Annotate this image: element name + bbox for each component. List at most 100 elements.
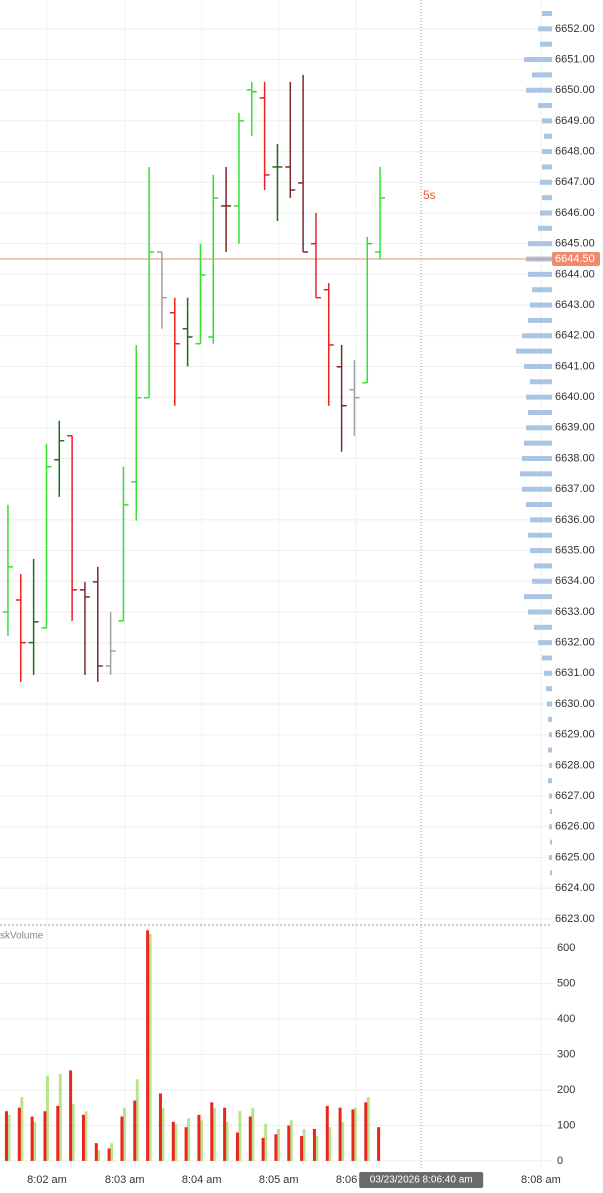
volume-bar xyxy=(338,1107,342,1161)
profile-bar xyxy=(538,640,552,646)
profile-bar xyxy=(532,578,552,584)
y-tick-label: 6644.00 xyxy=(555,268,595,280)
profile-bar xyxy=(528,241,552,247)
volume-bar xyxy=(148,933,152,1161)
profile-bar xyxy=(546,686,552,692)
volume-bar xyxy=(69,1070,73,1161)
volume-bar xyxy=(146,930,150,1161)
y-tick-label: 6645.00 xyxy=(555,238,595,250)
y-tick-label: 6640.00 xyxy=(555,391,595,403)
profile-bar xyxy=(520,471,552,477)
y-tick-label: 6647.00 xyxy=(555,176,595,188)
profile-bar xyxy=(542,195,552,201)
volume-title: skVolume xyxy=(0,931,44,942)
y-tick-label: 6637.00 xyxy=(555,483,595,495)
profile-bar xyxy=(526,394,552,400)
volume-tick-label: 500 xyxy=(557,977,575,989)
y-tick-label: 6628.00 xyxy=(555,759,595,771)
profile-bar xyxy=(538,225,552,231)
volume-bar xyxy=(56,1105,60,1161)
profile-bar xyxy=(526,502,552,508)
profile-bar xyxy=(542,149,552,155)
volume-bar xyxy=(212,1107,216,1161)
profile-bar xyxy=(530,517,552,523)
profile-bar xyxy=(526,87,552,93)
volume-bar xyxy=(312,1128,316,1161)
volume-tick-label: 100 xyxy=(557,1119,575,1131)
profile-bar xyxy=(534,563,552,569)
profile-bar xyxy=(547,701,552,707)
profile-bar xyxy=(538,26,552,32)
profile-bar xyxy=(542,655,552,661)
volume-bar xyxy=(364,1102,368,1161)
volume-bar xyxy=(58,1073,62,1161)
y-tick-label: 6631.00 xyxy=(555,667,595,679)
profile-bar xyxy=(524,440,552,446)
profile-bar xyxy=(534,624,552,630)
volume-bar xyxy=(238,1111,242,1161)
volume-bar xyxy=(7,1114,11,1161)
profile-bar xyxy=(549,793,552,799)
profile-bar xyxy=(530,379,552,385)
profile-bar xyxy=(532,72,552,78)
volume-bar xyxy=(161,1107,165,1161)
y-tick-label: 6649.00 xyxy=(555,115,595,127)
profile-bar xyxy=(544,670,552,676)
volume-tick-label: 400 xyxy=(557,1013,575,1025)
y-tick-label: 6641.00 xyxy=(555,360,595,372)
profile-bar xyxy=(528,317,552,323)
y-tick-label: 6630.00 xyxy=(555,698,595,710)
volume-bar xyxy=(30,1116,34,1161)
volume-bar xyxy=(225,1121,229,1161)
y-tick-label: 6652.00 xyxy=(555,23,595,35)
volume-bar xyxy=(110,1143,114,1161)
volume-bar xyxy=(33,1121,37,1161)
volume-bar xyxy=(210,1102,214,1161)
profile-bar xyxy=(528,271,552,277)
volume-bar xyxy=(276,1128,280,1161)
profile-bar xyxy=(524,363,552,369)
profile-bar xyxy=(549,854,552,860)
y-tick-label: 6634.00 xyxy=(555,575,595,587)
volume-bar xyxy=(264,1123,268,1161)
volume-bar xyxy=(289,1120,293,1161)
profile-bar xyxy=(532,287,552,293)
x-tick-label: 8:05 am xyxy=(259,1174,299,1186)
volume-bar xyxy=(302,1128,306,1161)
y-tick-label: 6629.00 xyxy=(555,729,595,741)
y-tick-label: 6633.00 xyxy=(555,606,595,618)
volume-bar xyxy=(174,1123,178,1161)
y-tick-label: 6636.00 xyxy=(555,514,595,526)
x-tick-label: 8:02 am xyxy=(27,1174,67,1186)
y-tick-label: 6627.00 xyxy=(555,790,595,802)
volume-bar xyxy=(158,1093,162,1161)
volume-bar xyxy=(71,1104,75,1161)
volume-bar xyxy=(251,1107,255,1161)
x-tick-label: 8:08 am xyxy=(521,1174,561,1186)
profile-bar xyxy=(528,609,552,615)
x-tick-label: 8:04 am xyxy=(182,1174,222,1186)
crosshair-box xyxy=(359,1172,484,1188)
y-tick-label: 6638.00 xyxy=(555,452,595,464)
volume-tick-label: 0 xyxy=(557,1155,563,1167)
volume-bar xyxy=(135,1079,139,1161)
profile-bar xyxy=(516,348,552,354)
profile-bar xyxy=(538,103,552,109)
volume-bar xyxy=(341,1121,345,1161)
profile-bar xyxy=(542,118,552,124)
volume-bar xyxy=(4,1111,8,1161)
volume-bar xyxy=(315,1136,319,1161)
y-tick-label: 6635.00 xyxy=(555,544,595,556)
volume-bar xyxy=(274,1134,278,1161)
volume-bar xyxy=(94,1143,98,1161)
y-tick-label: 6646.00 xyxy=(555,207,595,219)
volume-bar xyxy=(199,1120,203,1161)
volume-bar xyxy=(366,1097,370,1161)
volume-bar xyxy=(122,1107,126,1161)
crosshair-label: 03/23/2026 8:06:40 am xyxy=(370,1175,473,1186)
volume-bar xyxy=(235,1132,239,1161)
y-tick-label: 6648.00 xyxy=(555,146,595,158)
profile-bar xyxy=(526,425,552,431)
profile-bar xyxy=(544,133,552,139)
profile-bar xyxy=(550,839,552,845)
